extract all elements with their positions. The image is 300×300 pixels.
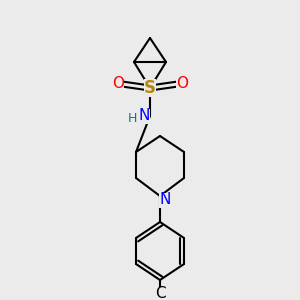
Text: H: H [127, 112, 137, 124]
Text: S: S [144, 79, 156, 97]
Text: O: O [112, 76, 124, 92]
Text: C: C [155, 286, 165, 300]
Text: O: O [176, 76, 188, 92]
Text: N: N [138, 109, 150, 124]
Text: N: N [159, 193, 171, 208]
